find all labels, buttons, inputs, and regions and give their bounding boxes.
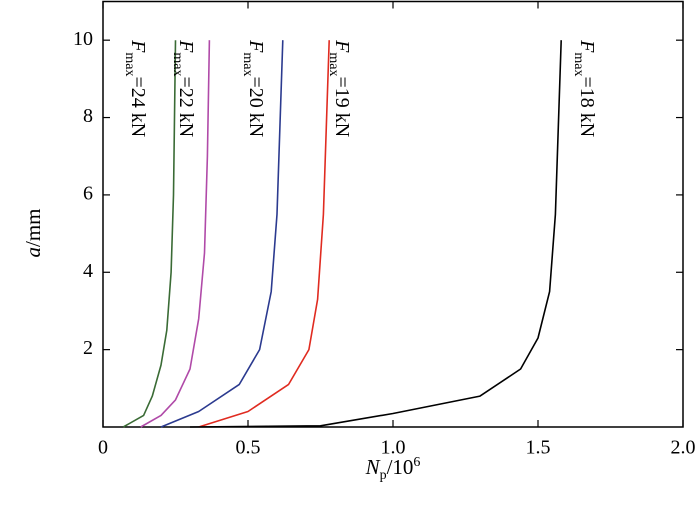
series-label: Fmax=20 kN: [240, 39, 267, 137]
series-label-symbol: F: [175, 39, 197, 53]
series-label-symbol: F: [245, 39, 267, 53]
series-line: [140, 40, 211, 428]
series-label: Fmax=24 kN: [122, 39, 149, 137]
series-line: [122, 40, 177, 428]
series-label-subscript: max: [122, 52, 137, 76]
series-label: Fmax=19 kN: [326, 39, 353, 137]
series-line: [198, 40, 330, 428]
x-tick-label: 2.0: [671, 437, 696, 459]
series-line: [160, 40, 284, 428]
series-line: [189, 40, 562, 428]
y-tick-label: 8: [83, 105, 93, 127]
x-axis-subscript: p: [380, 468, 387, 483]
y-tick-label: 4: [83, 260, 93, 282]
y-tick-label: 10: [73, 28, 93, 50]
x-axis-text: /10: [387, 455, 414, 479]
series-label-subscript: max: [170, 52, 185, 76]
series-label-text: =19 kN: [331, 77, 353, 138]
x-tick-label: 0.5: [236, 437, 261, 459]
series-label-symbol: F: [331, 39, 353, 53]
series-label: Fmax=22 kN: [170, 39, 197, 137]
series-label-text: =20 kN: [245, 77, 267, 138]
series-label-text: =22 kN: [175, 77, 197, 138]
series-label-symbol: F: [127, 39, 149, 53]
x-axis-superscript: 6: [413, 455, 420, 470]
series-label-symbol: F: [576, 39, 598, 53]
x-tick-label: 0: [98, 437, 108, 459]
x-tick-label: 1.0: [381, 437, 406, 459]
y-axis-label: a/mm: [21, 208, 45, 257]
series-label-subscript: max: [326, 52, 341, 76]
y-axis-text: /mm: [21, 208, 45, 247]
y-axis-symbol: a: [21, 247, 45, 258]
y-tick-label: 2: [83, 337, 93, 359]
series-label-subscript: max: [240, 52, 255, 76]
plot-frame: [102, 0, 684, 428]
x-axis-label: Np/106: [365, 455, 421, 483]
series-label-subscript: max: [571, 52, 586, 76]
series-label-text: =24 kN: [127, 77, 149, 138]
y-tick-label: 6: [83, 183, 93, 205]
series-label-text: =18 kN: [576, 77, 598, 138]
series-label: Fmax=18 kN: [571, 39, 598, 137]
x-axis-symbol: N: [365, 455, 381, 479]
x-tick-label: 1.5: [526, 437, 551, 459]
